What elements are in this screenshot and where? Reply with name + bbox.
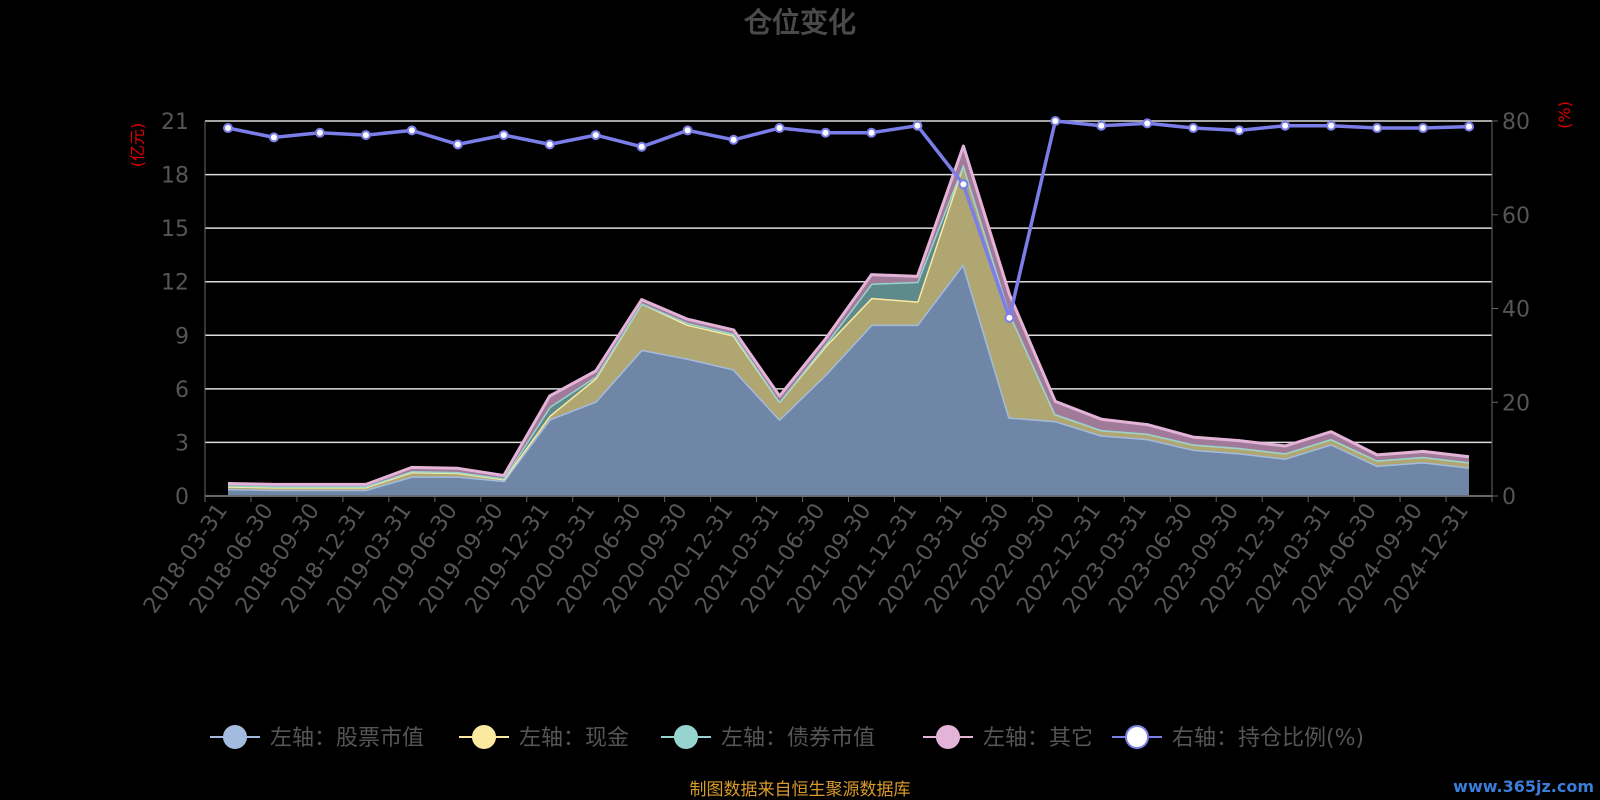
ratio-point bbox=[544, 139, 555, 150]
legend-label: 左轴：股票市值 bbox=[270, 726, 424, 751]
ratio-point bbox=[1004, 312, 1015, 323]
ratio-point bbox=[774, 123, 785, 134]
legend-marker bbox=[472, 725, 496, 749]
left-y-tick-label: 9 bbox=[175, 324, 189, 349]
right-y-tick-label: 0 bbox=[1502, 485, 1516, 510]
legend-marker bbox=[936, 725, 960, 749]
ratio-point bbox=[1418, 123, 1429, 134]
legend-label: 右轴：持仓比例(%) bbox=[1172, 726, 1364, 751]
left-y-tick-label: 18 bbox=[161, 164, 189, 189]
ratio-point bbox=[406, 125, 417, 136]
ratio-line bbox=[227, 119, 1470, 320]
ratio-point bbox=[1280, 120, 1291, 131]
right-y-tick-label: 20 bbox=[1502, 391, 1530, 416]
ratio-point bbox=[452, 139, 463, 150]
ratio-point bbox=[314, 127, 325, 138]
ratio-point bbox=[1372, 123, 1383, 134]
legend-marker bbox=[674, 725, 698, 749]
ratio-point bbox=[682, 125, 693, 136]
area-top-line bbox=[227, 144, 1470, 486]
chart-title: 仓位变化 bbox=[744, 6, 856, 39]
ratio-point bbox=[1142, 118, 1153, 129]
area-fill bbox=[228, 163, 1469, 490]
right-y-tick-label: 60 bbox=[1502, 204, 1530, 229]
ratio-point bbox=[1188, 123, 1199, 134]
area-fill bbox=[228, 263, 1469, 496]
left-y-tick-label: 3 bbox=[175, 431, 189, 456]
ratio-point bbox=[912, 120, 923, 131]
ratio-point bbox=[820, 127, 831, 138]
ratio-point bbox=[1464, 121, 1475, 132]
left-y-tick-label: 15 bbox=[161, 217, 189, 242]
ratio-point bbox=[958, 179, 969, 190]
left-y-tick-label: 6 bbox=[175, 378, 189, 403]
ratio-point bbox=[728, 134, 739, 145]
ratio-point bbox=[636, 141, 647, 152]
left-y-tick-label: 21 bbox=[161, 110, 189, 135]
ratio-point bbox=[1234, 125, 1245, 136]
right-y-tick-label: 40 bbox=[1502, 298, 1530, 323]
right-y-tick-label: 80 bbox=[1502, 110, 1530, 135]
ratio-point bbox=[1096, 120, 1107, 131]
ratio-point bbox=[1326, 120, 1337, 131]
watermark: www.365jz.com bbox=[1453, 777, 1594, 796]
legend: 左轴：股票市值 左轴：现金 左轴：债券市值 左轴：其它 右轴：持仓比例(%) bbox=[210, 725, 1364, 751]
ratio-point bbox=[268, 132, 279, 143]
ratio-point bbox=[498, 130, 509, 141]
data-source-note: 制图数据来自恒生聚源数据库 bbox=[690, 780, 911, 800]
ratio-point bbox=[222, 123, 233, 134]
left-y-tick-label: 0 bbox=[175, 485, 189, 510]
legend-marker bbox=[223, 725, 247, 749]
position-ratio-line bbox=[222, 116, 1475, 323]
ratio-point bbox=[866, 127, 877, 138]
legend-marker bbox=[1125, 725, 1149, 749]
ratio-point bbox=[360, 130, 371, 141]
legend-label: 左轴：现金 bbox=[519, 726, 629, 751]
legend-label: 左轴：其它 bbox=[983, 726, 1093, 751]
ratio-point bbox=[590, 130, 601, 141]
right-axis-unit: (%) bbox=[1555, 101, 1574, 129]
left-y-tick-label: 12 bbox=[161, 271, 189, 296]
stacked-areas bbox=[227, 144, 1470, 496]
legend-label: 左轴：债券市值 bbox=[721, 726, 875, 751]
left-axis-unit: (亿元) bbox=[128, 123, 147, 168]
ratio-point bbox=[1050, 116, 1061, 126]
